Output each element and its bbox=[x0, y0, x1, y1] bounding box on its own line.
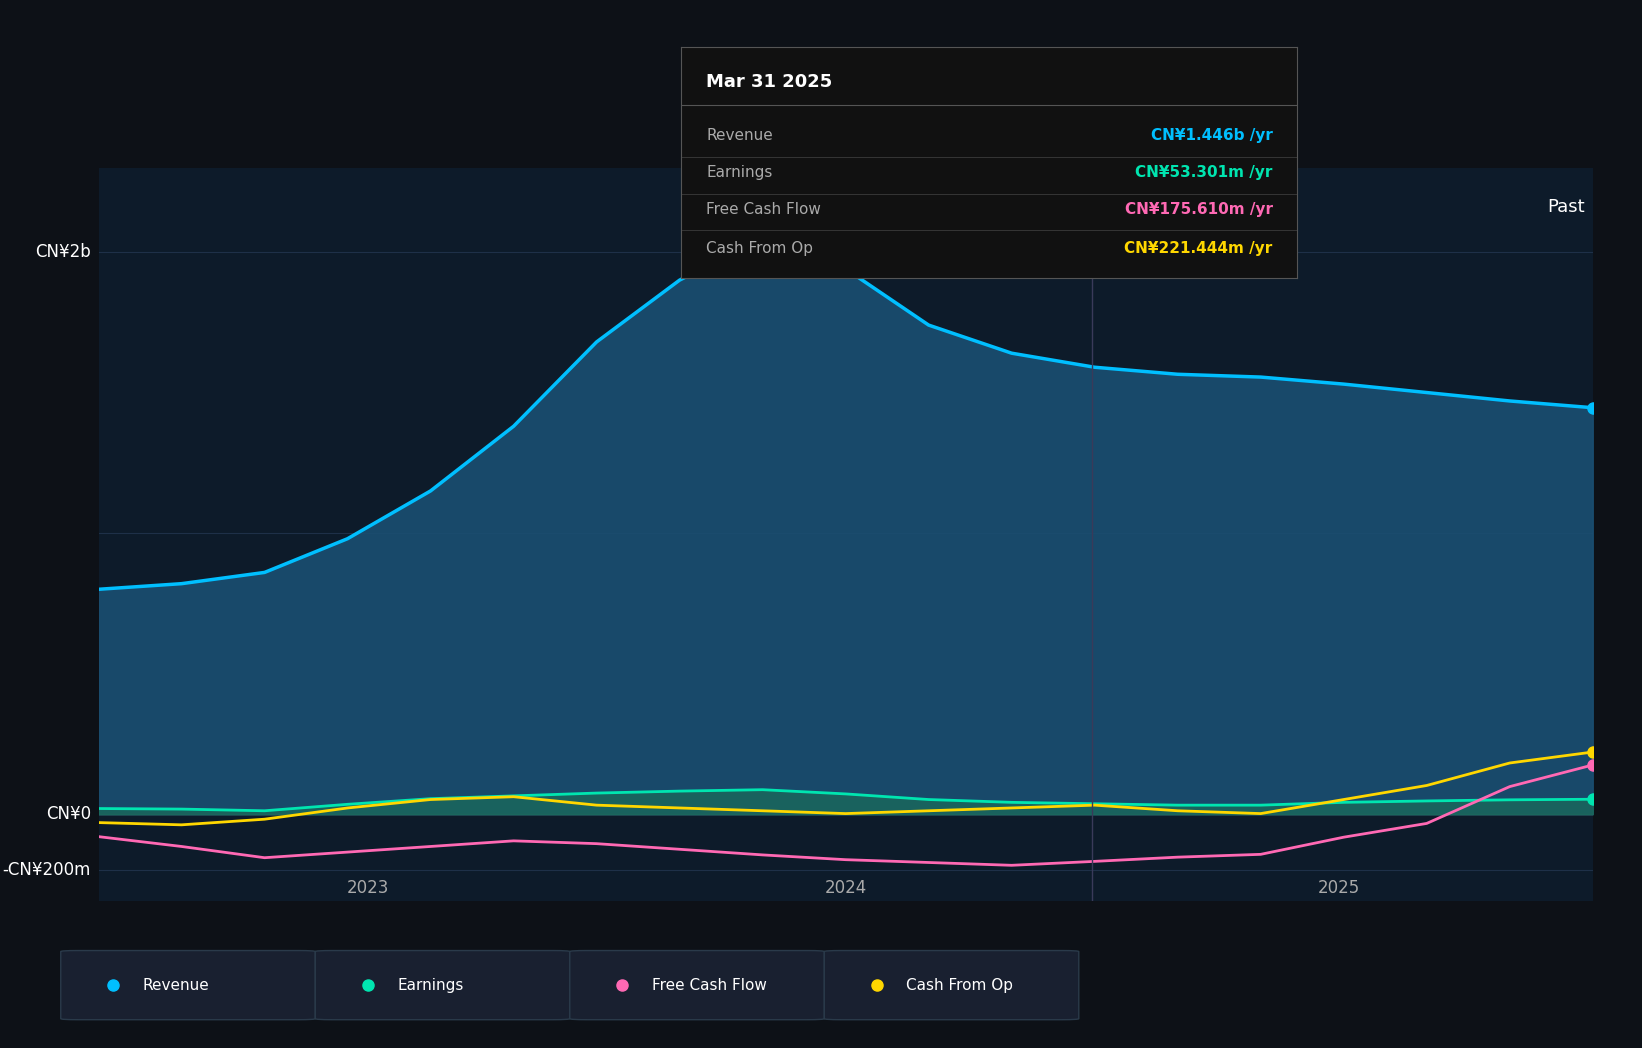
FancyBboxPatch shape bbox=[824, 951, 1079, 1020]
Text: Cash From Op: Cash From Op bbox=[906, 978, 1013, 992]
Text: Earnings: Earnings bbox=[397, 978, 463, 992]
Text: CN¥1.446b /yr: CN¥1.446b /yr bbox=[1151, 129, 1273, 144]
Text: -CN¥200m: -CN¥200m bbox=[3, 861, 90, 879]
Text: Free Cash Flow: Free Cash Flow bbox=[706, 202, 821, 217]
FancyBboxPatch shape bbox=[315, 951, 570, 1020]
Text: Revenue: Revenue bbox=[706, 129, 773, 144]
FancyBboxPatch shape bbox=[61, 951, 315, 1020]
Text: Earnings: Earnings bbox=[706, 166, 772, 180]
FancyBboxPatch shape bbox=[570, 951, 824, 1020]
Text: CN¥53.301m /yr: CN¥53.301m /yr bbox=[1135, 166, 1273, 180]
Text: CN¥2b: CN¥2b bbox=[34, 243, 90, 261]
Text: CN¥0: CN¥0 bbox=[46, 805, 90, 823]
Text: Revenue: Revenue bbox=[143, 978, 210, 992]
Text: CN¥221.444m /yr: CN¥221.444m /yr bbox=[1125, 241, 1273, 257]
Text: Past: Past bbox=[1548, 198, 1585, 216]
Text: Cash From Op: Cash From Op bbox=[706, 241, 813, 257]
Text: CN¥175.610m /yr: CN¥175.610m /yr bbox=[1125, 202, 1273, 217]
Text: Free Cash Flow: Free Cash Flow bbox=[652, 978, 767, 992]
Text: 2024: 2024 bbox=[824, 879, 867, 897]
Text: 2025: 2025 bbox=[1317, 879, 1360, 897]
Text: 2023: 2023 bbox=[346, 879, 389, 897]
Text: Mar 31 2025: Mar 31 2025 bbox=[706, 72, 832, 90]
